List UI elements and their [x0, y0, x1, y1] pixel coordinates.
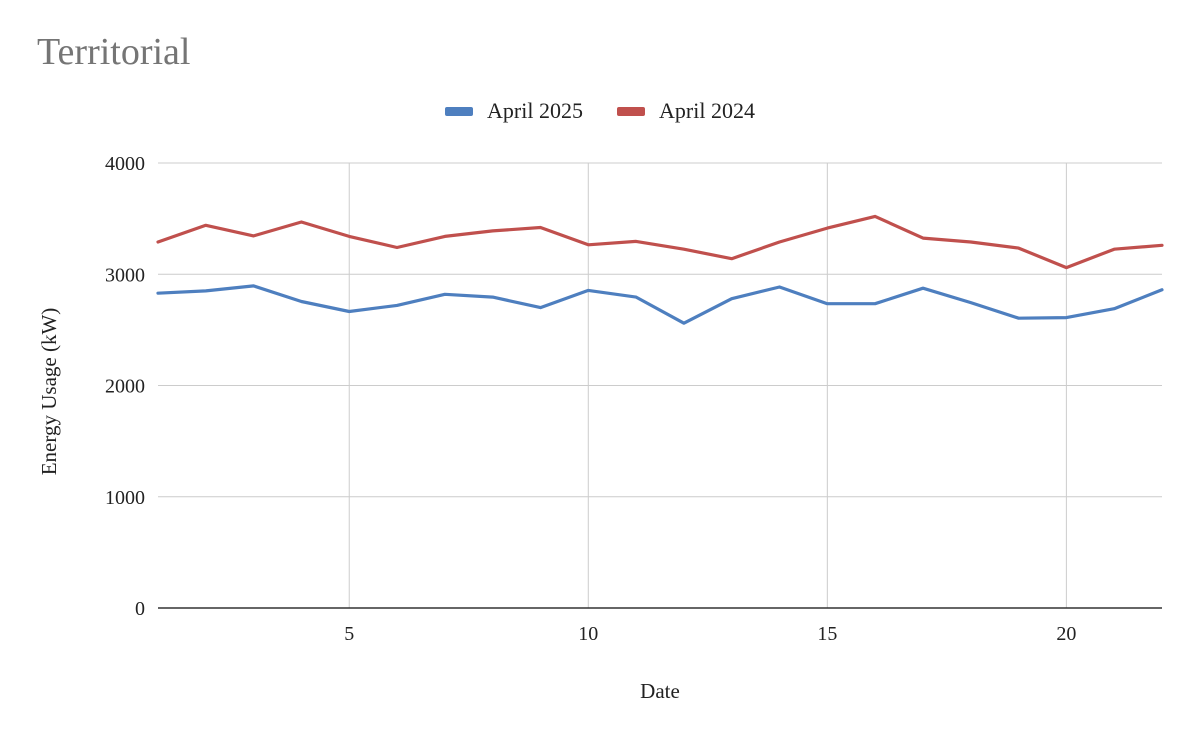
legend-label-series-1: April 2025: [487, 98, 583, 123]
series-line-2: [156, 214, 1164, 270]
series-lines: [156, 214, 1164, 325]
y-tick-label: 0: [135, 598, 145, 620]
legend-label-series-2: April 2024: [659, 98, 755, 123]
y-tick-labels: 0 1000 2000 3000 4000: [105, 153, 145, 620]
x-tick-label: 10: [578, 623, 598, 645]
y-tick-label: 4000: [105, 153, 145, 175]
x-tick-label: 15: [817, 623, 837, 645]
chart-title: Territorial: [37, 31, 191, 73]
y-axis-label: Energy Usage (kW): [37, 308, 61, 476]
y-tick-label: 2000: [105, 376, 145, 398]
legend: April 2025 April 2024: [0, 98, 1200, 124]
y-tick-label: 3000: [105, 264, 145, 286]
legend-swatch-series-2: [617, 106, 645, 116]
gridlines: [158, 162, 1162, 608]
x-axis-label: Date: [640, 679, 680, 703]
x-tick-label: 5: [344, 623, 354, 645]
x-tick-label: 20: [1056, 623, 1076, 645]
legend-item-series-2: April 2024: [617, 98, 755, 124]
legend-swatch-series-1: [445, 106, 474, 116]
series-line-1: [156, 284, 1164, 325]
x-tick-labels: 5 10 15 20: [344, 623, 1076, 645]
legend-item-series-1: April 2025: [445, 98, 583, 124]
y-tick-label: 1000: [105, 487, 145, 509]
